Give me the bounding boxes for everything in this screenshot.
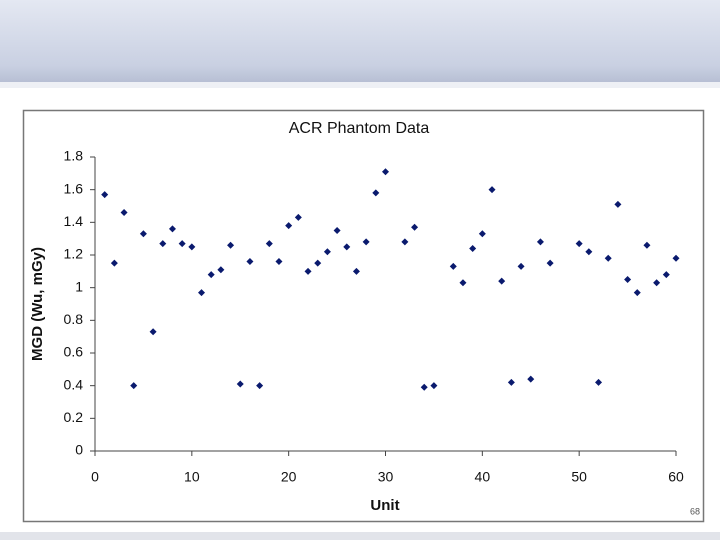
data-point [633, 289, 641, 297]
header-band [0, 0, 720, 82]
data-point [256, 382, 264, 390]
data-point [207, 271, 215, 279]
data-point [546, 259, 554, 267]
data-point [527, 375, 535, 383]
data-point [101, 191, 109, 199]
data-point [536, 238, 544, 246]
data-point [614, 200, 622, 208]
data-point [624, 276, 632, 283]
data-point [120, 209, 128, 217]
slide-number: 68 [690, 506, 700, 516]
data-point [507, 378, 515, 386]
data-point [314, 259, 322, 267]
data-point [662, 271, 670, 279]
data-point [168, 225, 176, 233]
data-point [333, 227, 341, 234]
data-point [585, 248, 593, 256]
x-tick-label: 0 [91, 469, 99, 485]
footer-band [0, 532, 720, 540]
y-tick-label: 1.8 [64, 148, 84, 164]
data-point [149, 328, 157, 336]
data-point [217, 266, 225, 274]
y-tick-label: 1.2 [64, 246, 84, 262]
data-point [672, 254, 680, 262]
x-axis-label: Unit [370, 497, 399, 514]
y-tick-label: 0.2 [64, 409, 84, 425]
data-point [285, 222, 293, 230]
data-point [362, 238, 370, 246]
y-tick-label: 1.6 [64, 180, 84, 196]
data-point [401, 238, 409, 246]
data-point [498, 277, 506, 285]
data-point [430, 382, 438, 390]
x-tick-label: 30 [378, 469, 394, 485]
y-tick-label: 0.6 [64, 344, 84, 360]
data-point [227, 241, 235, 249]
data-point [352, 267, 360, 275]
data-point [265, 240, 273, 248]
data-point [275, 258, 283, 266]
data-point [236, 380, 244, 388]
data-point [575, 240, 583, 248]
data-point [469, 244, 477, 252]
data-point [110, 259, 118, 267]
data-point [459, 279, 467, 287]
data-point [595, 378, 603, 386]
y-tick-label: 0 [75, 442, 83, 458]
data-point [372, 189, 380, 197]
data-point [188, 243, 196, 251]
x-tick-label: 40 [475, 469, 491, 485]
x-tick-label: 60 [668, 469, 684, 485]
data-point [653, 279, 661, 287]
x-tick-label: 20 [281, 469, 297, 485]
data-point [643, 241, 651, 249]
data-point [488, 186, 496, 194]
data-point [449, 262, 457, 270]
data-point [139, 230, 147, 238]
x-tick-label: 50 [571, 469, 587, 485]
data-point [604, 254, 612, 262]
data-point [294, 213, 302, 221]
y-tick-label: 1 [75, 278, 83, 294]
x-tick-label: 10 [184, 469, 200, 485]
y-tick-label: 0.4 [64, 376, 84, 392]
data-point [159, 240, 167, 248]
y-tick-label: 0.8 [64, 311, 84, 327]
data-point [382, 168, 389, 176]
chart-title: ACR Phantom Data [289, 120, 430, 137]
data-point [304, 267, 312, 275]
data-point [130, 382, 138, 390]
data-point [478, 230, 486, 238]
data-point [246, 258, 254, 266]
data-point [178, 240, 186, 248]
data-point [343, 243, 351, 251]
data-point [323, 248, 331, 256]
y-tick-label: 1.4 [64, 213, 84, 229]
chart-frame [22, 109, 705, 523]
header-shadow [0, 82, 720, 88]
data-point [517, 262, 525, 270]
data-point [198, 289, 206, 297]
data-point [420, 383, 428, 391]
y-axis-label: MGD (Wu, mGy) [29, 247, 46, 361]
data-point [411, 223, 419, 231]
